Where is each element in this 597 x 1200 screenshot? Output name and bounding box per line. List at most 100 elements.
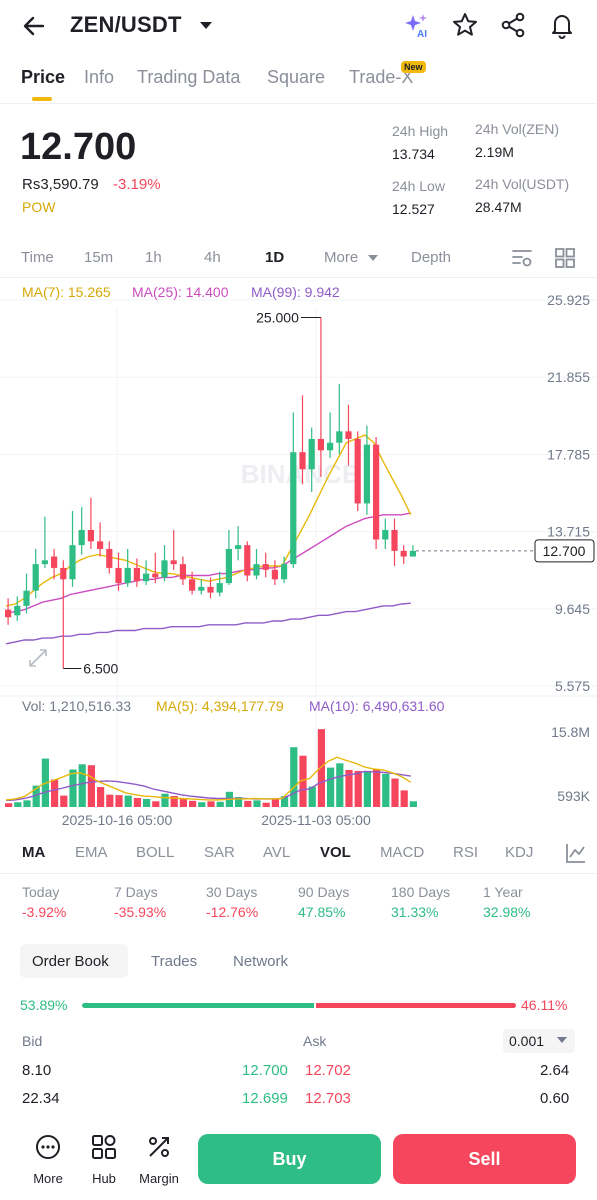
- bid-qty[interactable]: 22.34: [22, 1090, 60, 1107]
- volume-bar: [170, 796, 178, 807]
- indicator-kdj[interactable]: KDJ: [505, 844, 534, 861]
- margin-button[interactable]: Margin: [131, 1133, 187, 1193]
- indicator-macd[interactable]: MACD: [380, 844, 425, 861]
- more-button[interactable]: More: [20, 1133, 76, 1193]
- tab-trades[interactable]: Trades: [151, 953, 198, 970]
- volume-bar: [161, 793, 169, 807]
- bottom-action-bar: More Hub Margin Buy Sell: [0, 1125, 597, 1200]
- buy-button[interactable]: Buy: [198, 1134, 381, 1184]
- volume-bar: [5, 803, 13, 807]
- pair-title[interactable]: ZEN/USDT: [70, 12, 182, 37]
- indicator-avl[interactable]: AVL: [263, 844, 291, 861]
- chevron-down-icon[interactable]: [199, 15, 213, 35]
- perf-label-1y: 1 Year: [483, 884, 523, 900]
- indicator-rsi[interactable]: RSI: [453, 844, 479, 861]
- bell-icon[interactable]: [548, 11, 576, 39]
- vol-quote-label: 24h Vol(USDT): [475, 176, 570, 192]
- price-axis-label: 9.645: [555, 601, 590, 617]
- margin-icon: [149, 1137, 169, 1157]
- grid-layout-icon[interactable]: [553, 246, 577, 270]
- volume-bar: [235, 797, 243, 807]
- candle-body: [143, 573, 150, 582]
- ask-price[interactable]: 12.702: [305, 1062, 351, 1079]
- volume-bar: [152, 801, 160, 807]
- candle-body: [133, 567, 140, 582]
- bid-ratio-bar: [82, 1003, 314, 1008]
- indicator-ema[interactable]: EMA: [75, 844, 108, 861]
- candle-body: [354, 438, 361, 504]
- tab-network[interactable]: Network: [233, 953, 289, 970]
- svg-text:AI: AI: [417, 29, 427, 39]
- candle-body: [124, 567, 131, 584]
- perf-label-90d: 90 Days: [298, 884, 350, 900]
- interval-time[interactable]: Time: [21, 249, 54, 266]
- bid-price[interactable]: 12.700: [242, 1062, 288, 1079]
- expand-icon[interactable]: [26, 646, 50, 670]
- indicator-settings-icon[interactable]: [564, 841, 588, 865]
- interval-depth[interactable]: Depth: [411, 249, 452, 266]
- tab-info[interactable]: Info: [84, 67, 115, 87]
- perf-label-180d: 180 Days: [391, 884, 451, 900]
- candle-body: [345, 431, 352, 439]
- indicator-row: MA EMA BOLL SAR AVL VOL MACD RSI KDJ: [0, 836, 597, 870]
- volume-bar: [299, 755, 307, 807]
- chevron-down-icon: [557, 1037, 567, 1043]
- ask-qty[interactable]: 0.60: [540, 1090, 570, 1107]
- indicator-vol[interactable]: VOL: [320, 844, 351, 861]
- tab-square[interactable]: Square: [267, 67, 326, 87]
- interval-more[interactable]: More: [324, 249, 359, 266]
- interval-15m[interactable]: 15m: [84, 249, 114, 266]
- indicator-boll[interactable]: BOLL: [136, 844, 175, 861]
- category-tag[interactable]: POW: [22, 199, 56, 215]
- volume-bar: [78, 764, 86, 807]
- new-badge: New: [401, 61, 426, 73]
- sell-button[interactable]: Sell: [393, 1134, 576, 1184]
- ask-price[interactable]: 12.703: [305, 1090, 351, 1107]
- tab-order-book[interactable]: Order Book: [32, 953, 109, 970]
- kline-chart[interactable]: BINANCE MA(7): 15.265 MA(25): 14.400 MA(…: [0, 280, 597, 830]
- bid-qty[interactable]: 8.10: [22, 1062, 52, 1079]
- volume-bar: [290, 747, 298, 807]
- hub-button[interactable]: Hub: [76, 1133, 132, 1193]
- interval-1d[interactable]: 1D: [265, 249, 285, 266]
- indicator-sar[interactable]: SAR: [204, 844, 235, 861]
- candle-body: [400, 550, 407, 557]
- tab-trading-data[interactable]: Trading Data: [137, 67, 241, 87]
- candle-body: [225, 548, 232, 584]
- candle-body: [51, 556, 58, 568]
- perf-label-today: Today: [22, 884, 60, 900]
- candle-body: [317, 438, 324, 451]
- indicator-ma[interactable]: MA: [22, 844, 46, 861]
- precision-select[interactable]: 0.001: [503, 1029, 575, 1053]
- back-arrow-icon[interactable]: [20, 12, 48, 40]
- interval-1h[interactable]: 1h: [145, 249, 162, 266]
- volume-bar: [87, 765, 95, 807]
- candle-body: [23, 590, 30, 606]
- high-marker: 25.000: [256, 310, 299, 326]
- interval-4h[interactable]: 4h: [204, 249, 221, 266]
- bid-ratio: 53.89%: [20, 997, 68, 1013]
- volume-bar: [308, 786, 316, 807]
- bid-price[interactable]: 12.699: [242, 1090, 288, 1107]
- volume-bar: [409, 801, 417, 807]
- volume-bar: [363, 770, 371, 807]
- perf-label-30d: 30 Days: [206, 884, 258, 900]
- perf-value-180d: 31.33%: [391, 904, 439, 920]
- order-book-tab-bg: [20, 944, 128, 978]
- chart-settings-icon[interactable]: [510, 246, 534, 270]
- volume-bar: [271, 799, 279, 807]
- volume-bar: [327, 767, 335, 807]
- volume-bar: [198, 802, 206, 807]
- more-caret-icon[interactable]: [367, 253, 379, 263]
- ask-qty[interactable]: 2.64: [540, 1062, 570, 1079]
- perf-value-7d: -35.93%: [114, 904, 167, 920]
- tab-trade-x[interactable]: Trade-X: [349, 67, 414, 87]
- candle-body: [161, 560, 168, 578]
- candle-body: [299, 452, 306, 470]
- ai-sparkle-icon[interactable]: AI: [402, 11, 430, 39]
- high-label: 24h High: [392, 123, 449, 139]
- tab-price[interactable]: Price: [21, 67, 66, 87]
- perf-value-today: -3.92%: [22, 904, 67, 920]
- share-icon[interactable]: [499, 11, 527, 39]
- star-icon[interactable]: [451, 11, 479, 39]
